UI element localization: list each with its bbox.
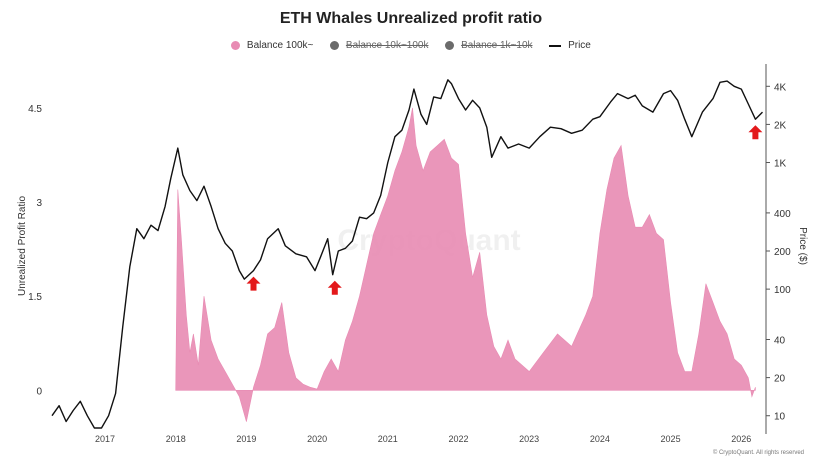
y-tick-label: 0: [36, 386, 42, 397]
legend-label: Price: [568, 40, 591, 51]
legend-dot-icon: [231, 41, 241, 50]
legend-dot-icon: [330, 41, 340, 50]
x-tick-label: 2021: [378, 434, 398, 444]
y2-tick-label: 200: [774, 247, 791, 258]
annotation-arrow-up-icon: [246, 276, 261, 291]
y2-tick-label: 100: [774, 285, 791, 296]
x-tick-label: 2025: [661, 434, 681, 444]
series-price-line: [51, 79, 763, 429]
legend-item-balance-10k-100k[interactable]: Balance 10k~100k: [330, 40, 429, 51]
y2-tick-label: 400: [774, 209, 791, 220]
y-tick-label: 1.5: [28, 292, 42, 303]
axes: 0 1.5 3 4.5 10 20 40 100 200 400 1K 2K 4K 2017 2018 201…: [17, 64, 808, 444]
y-tick-label: 3: [36, 198, 42, 209]
y2-axis-title: Price ($): [797, 227, 808, 265]
chart-title: ETH Whales Unrealized profit ratio: [279, 10, 543, 27]
x-tick-label: 2017: [95, 434, 115, 444]
y2-tick-label: 40: [774, 336, 786, 347]
legend: Balance 100k~ Balance 10k~100k Balance 1…: [0, 40, 822, 51]
y2-tick-label: 4K: [774, 82, 787, 93]
legend-dot-icon: [445, 41, 455, 50]
x-tick-label: 2020: [307, 434, 327, 444]
x-tick-label: 2019: [236, 434, 256, 444]
legend-item-balance-100k[interactable]: Balance 100k~: [231, 40, 313, 51]
y-axis-title: Unrealized Profit Ratio: [17, 196, 28, 296]
legend-label: Balance 1k~10k: [461, 40, 533, 51]
copyright-footer: © CryptoQuant. All rights reserved: [712, 450, 804, 456]
legend-label: Balance 10k~100k: [345, 40, 429, 51]
legend-label: Balance 100k~: [246, 40, 314, 51]
x-tick-label: 2024: [590, 434, 610, 444]
x-tick-label: 2026: [731, 434, 751, 444]
y2-tick-label: 10: [774, 412, 786, 423]
y-tick-label: 4.5: [28, 104, 42, 115]
legend-item-price[interactable]: Price: [549, 40, 591, 51]
annotation-arrow-up-icon: [327, 280, 342, 295]
series-balance-100k-area: [175, 107, 756, 422]
y2-tick-label: 20: [774, 374, 786, 385]
y2-tick-label: 1K: [774, 159, 787, 170]
x-tick-label: 2018: [166, 434, 186, 444]
legend-item-balance-1k-10k[interactable]: Balance 1k~10k: [445, 40, 533, 51]
y2-tick-label: 2K: [774, 120, 787, 131]
x-tick-label: 2022: [448, 434, 468, 444]
plot-area: CryptoQuant: [51, 79, 763, 429]
annotation-arrow-up-icon: [748, 125, 763, 140]
x-tick-label: 2023: [519, 434, 539, 444]
legend-line-icon: [549, 44, 562, 47]
